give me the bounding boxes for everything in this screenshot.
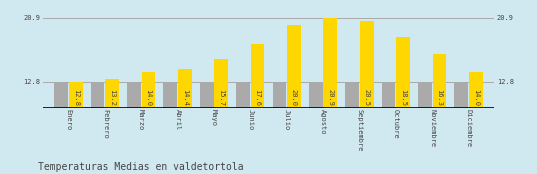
Bar: [200, 82, 214, 108]
Text: 14.4: 14.4: [182, 89, 188, 106]
Bar: [418, 82, 432, 108]
Text: Temperaturas Medias en valdetortola: Temperaturas Medias en valdetortola: [38, 162, 243, 172]
Text: 20.0: 20.0: [291, 89, 297, 106]
Bar: [251, 44, 265, 108]
Text: 14.0: 14.0: [146, 89, 151, 106]
Text: 14.0: 14.0: [473, 89, 479, 106]
Bar: [236, 82, 250, 108]
Bar: [469, 72, 483, 108]
Bar: [214, 59, 228, 108]
Bar: [345, 82, 359, 108]
Bar: [323, 18, 337, 108]
Bar: [272, 82, 286, 108]
Text: 16.3: 16.3: [437, 89, 442, 106]
Text: 13.2: 13.2: [109, 89, 115, 106]
Bar: [433, 54, 446, 108]
Bar: [454, 82, 468, 108]
Text: 12.8: 12.8: [72, 89, 79, 106]
Bar: [309, 82, 323, 108]
Text: 20.9: 20.9: [328, 89, 333, 106]
Text: 17.6: 17.6: [255, 89, 260, 106]
Text: 18.5: 18.5: [400, 89, 406, 106]
Text: 15.7: 15.7: [218, 89, 224, 106]
Bar: [91, 82, 104, 108]
Bar: [142, 72, 155, 108]
Bar: [396, 37, 410, 108]
Bar: [163, 82, 177, 108]
Bar: [69, 82, 83, 108]
Bar: [105, 79, 119, 108]
Bar: [287, 25, 301, 108]
Bar: [127, 82, 141, 108]
Bar: [178, 69, 192, 108]
Bar: [54, 82, 68, 108]
Bar: [360, 21, 374, 108]
Text: 20.5: 20.5: [364, 89, 369, 106]
Bar: [382, 82, 395, 108]
